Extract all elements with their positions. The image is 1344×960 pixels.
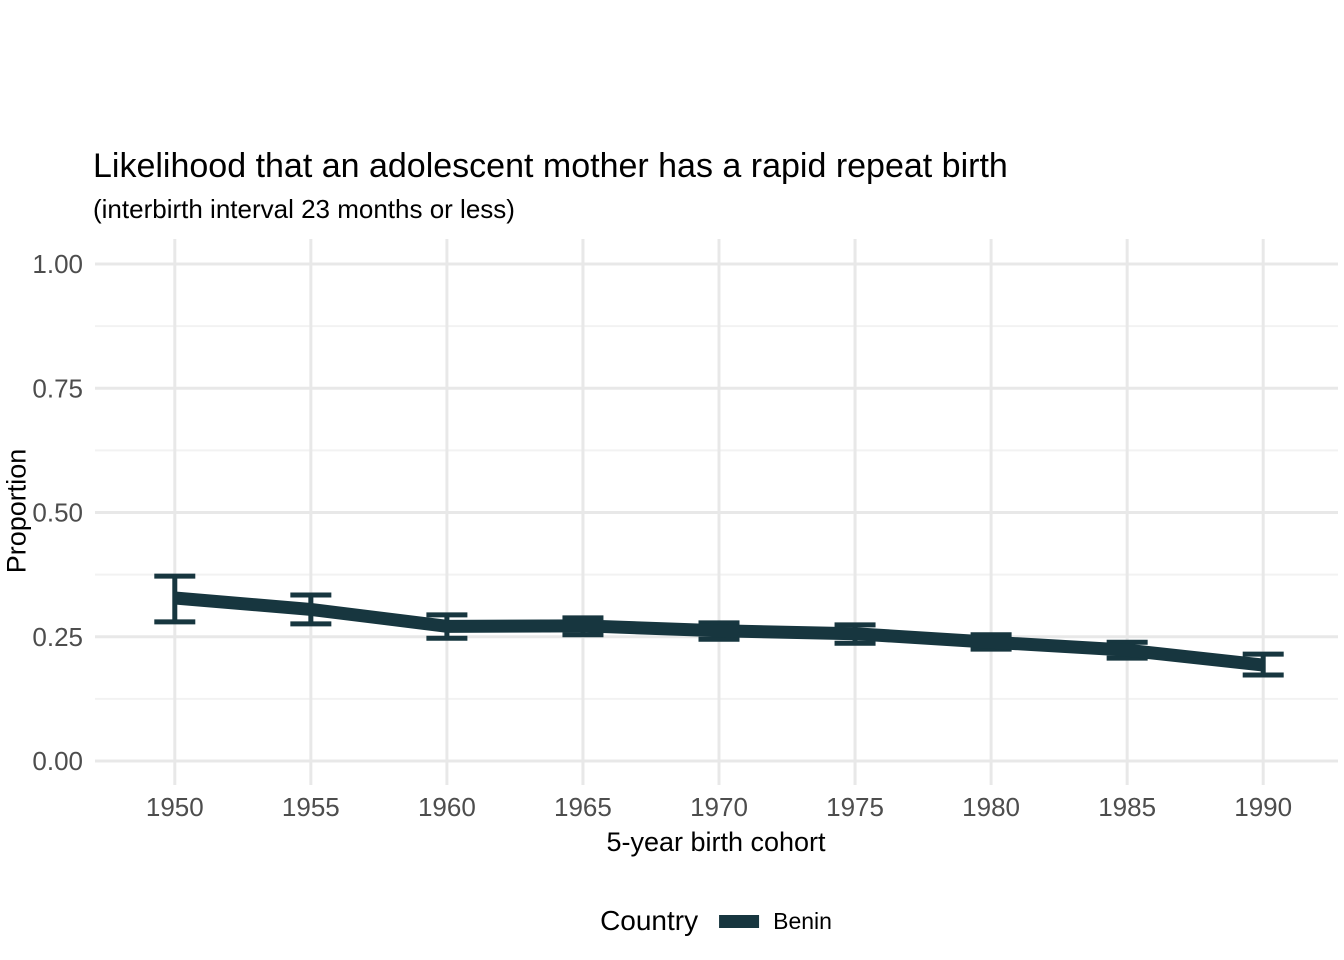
chart-title: Likelihood that an adolescent mother has… (93, 147, 1008, 185)
chart-subtitle: (interbirth interval 23 months or less) (93, 194, 515, 224)
y-axis-title: Proportion (1, 448, 32, 574)
legend-label-benin: Benin (773, 907, 832, 934)
x-tick-label: 1980 (962, 792, 1020, 822)
y-tick-label: 0.75 (32, 373, 83, 403)
x-tick-label: 1965 (554, 792, 612, 822)
x-tick-label: 1950 (146, 792, 204, 822)
legend: Country Benin (600, 905, 832, 937)
x-tick-label: 1985 (1098, 792, 1156, 822)
y-tick-label: 1.00 (32, 249, 83, 279)
x-tick-label: 1970 (690, 792, 748, 822)
x-axis-title: 5-year birth cohort (606, 827, 826, 857)
x-tick-label: 1960 (418, 792, 476, 822)
legend-title: Country (600, 905, 699, 936)
x-tick-label: 1990 (1234, 792, 1292, 822)
x-tick-label: 1975 (826, 792, 884, 822)
x-tick-label: 1955 (282, 792, 340, 822)
y-tick-label: 0.50 (32, 498, 83, 528)
y-tick-label: 0.00 (32, 746, 83, 776)
y-tick-label: 0.25 (32, 622, 83, 652)
legend-swatch-benin (719, 914, 760, 928)
series-line-benin (174, 591, 1264, 672)
